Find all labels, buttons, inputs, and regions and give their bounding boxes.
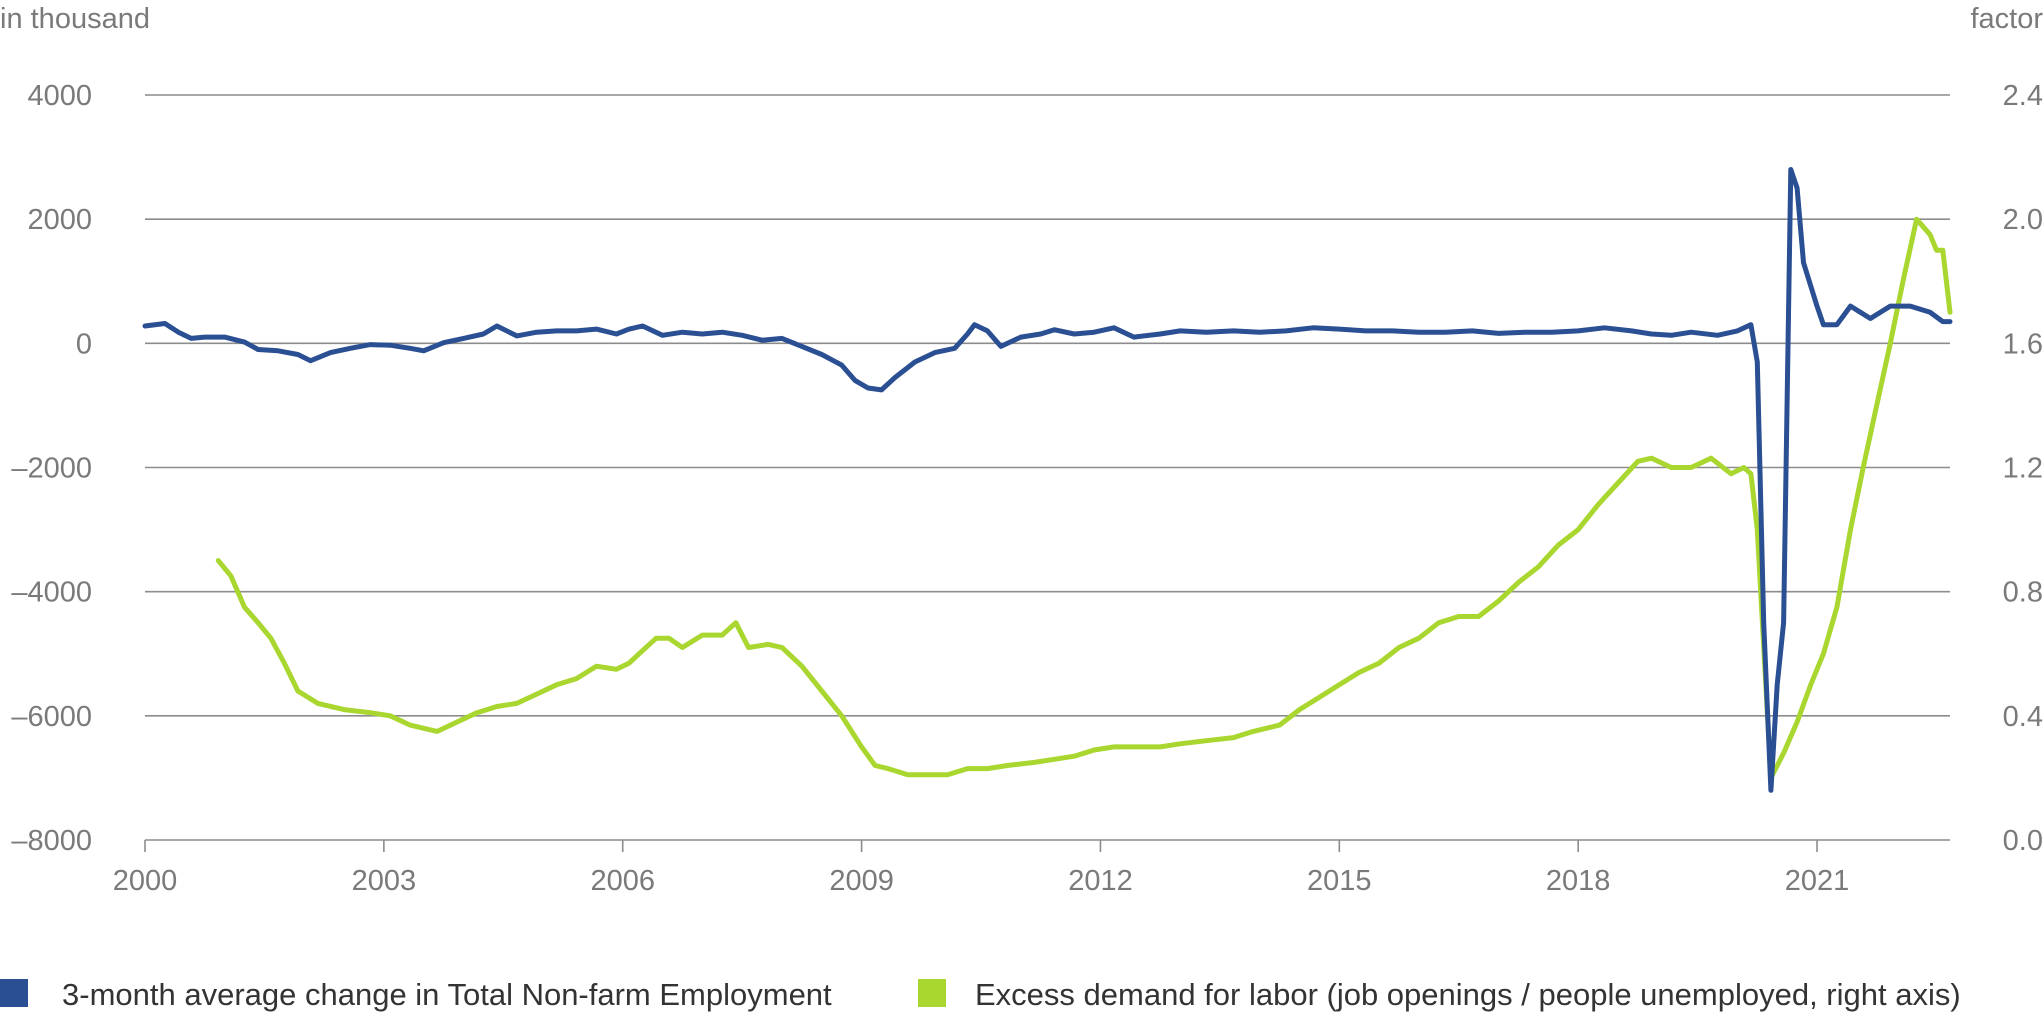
right-axis-unit: factor bbox=[1970, 3, 2043, 35]
right-axis-ticks: 2.4 2.0 1.6 1.2 0.8 0.4 0.0 bbox=[2003, 80, 2043, 857]
x-axis-ticks: 2000 2003 2006 2009 2012 2015 2018 2021 bbox=[113, 840, 1850, 897]
x-tick-label: 2003 bbox=[352, 865, 417, 897]
left-tick-label: –6000 bbox=[11, 701, 92, 733]
x-tick-label: 2021 bbox=[1785, 865, 1850, 897]
left-axis-unit: in thousand bbox=[0, 3, 150, 35]
left-axis-ticks: 4000 2000 0 –2000 –4000 –6000 –8000 bbox=[11, 80, 92, 857]
right-tick-label: 2.4 bbox=[2003, 80, 2043, 112]
right-tick-label: 1.6 bbox=[2003, 328, 2043, 360]
x-tick-label: 2009 bbox=[829, 865, 894, 897]
x-tick-label: 2000 bbox=[113, 865, 178, 897]
legend-label-excess-demand: Excess demand for labor (job openings / … bbox=[975, 977, 1961, 1012]
x-tick-label: 2015 bbox=[1307, 865, 1372, 897]
x-tick-label: 2018 bbox=[1546, 865, 1611, 897]
legend-label-employment: 3-month average change in Total Non-farm… bbox=[62, 977, 832, 1012]
legend: 3-month average change in Total Non-farm… bbox=[0, 977, 1961, 1012]
right-tick-label: 1.2 bbox=[2003, 453, 2043, 485]
left-tick-label: –2000 bbox=[11, 453, 92, 485]
legend-swatch-employment bbox=[0, 979, 28, 1007]
x-tick-label: 2006 bbox=[590, 865, 655, 897]
right-tick-label: 0.0 bbox=[2003, 825, 2043, 857]
left-tick-label: –8000 bbox=[11, 825, 92, 857]
left-tick-label: 2000 bbox=[27, 204, 92, 236]
left-tick-label: 0 bbox=[76, 328, 92, 360]
series-lines bbox=[142, 167, 1953, 793]
legend-swatch-excess-demand bbox=[918, 979, 946, 1007]
right-tick-label: 0.4 bbox=[2003, 701, 2043, 733]
left-tick-label: –4000 bbox=[11, 577, 92, 609]
right-tick-label: 2.0 bbox=[2003, 204, 2043, 236]
series-line-employment bbox=[142, 167, 1953, 793]
left-tick-label: 4000 bbox=[27, 80, 92, 112]
right-tick-label: 0.8 bbox=[2003, 577, 2043, 609]
x-tick-label: 2012 bbox=[1068, 865, 1133, 897]
series-line-excess-demand bbox=[215, 216, 1953, 781]
